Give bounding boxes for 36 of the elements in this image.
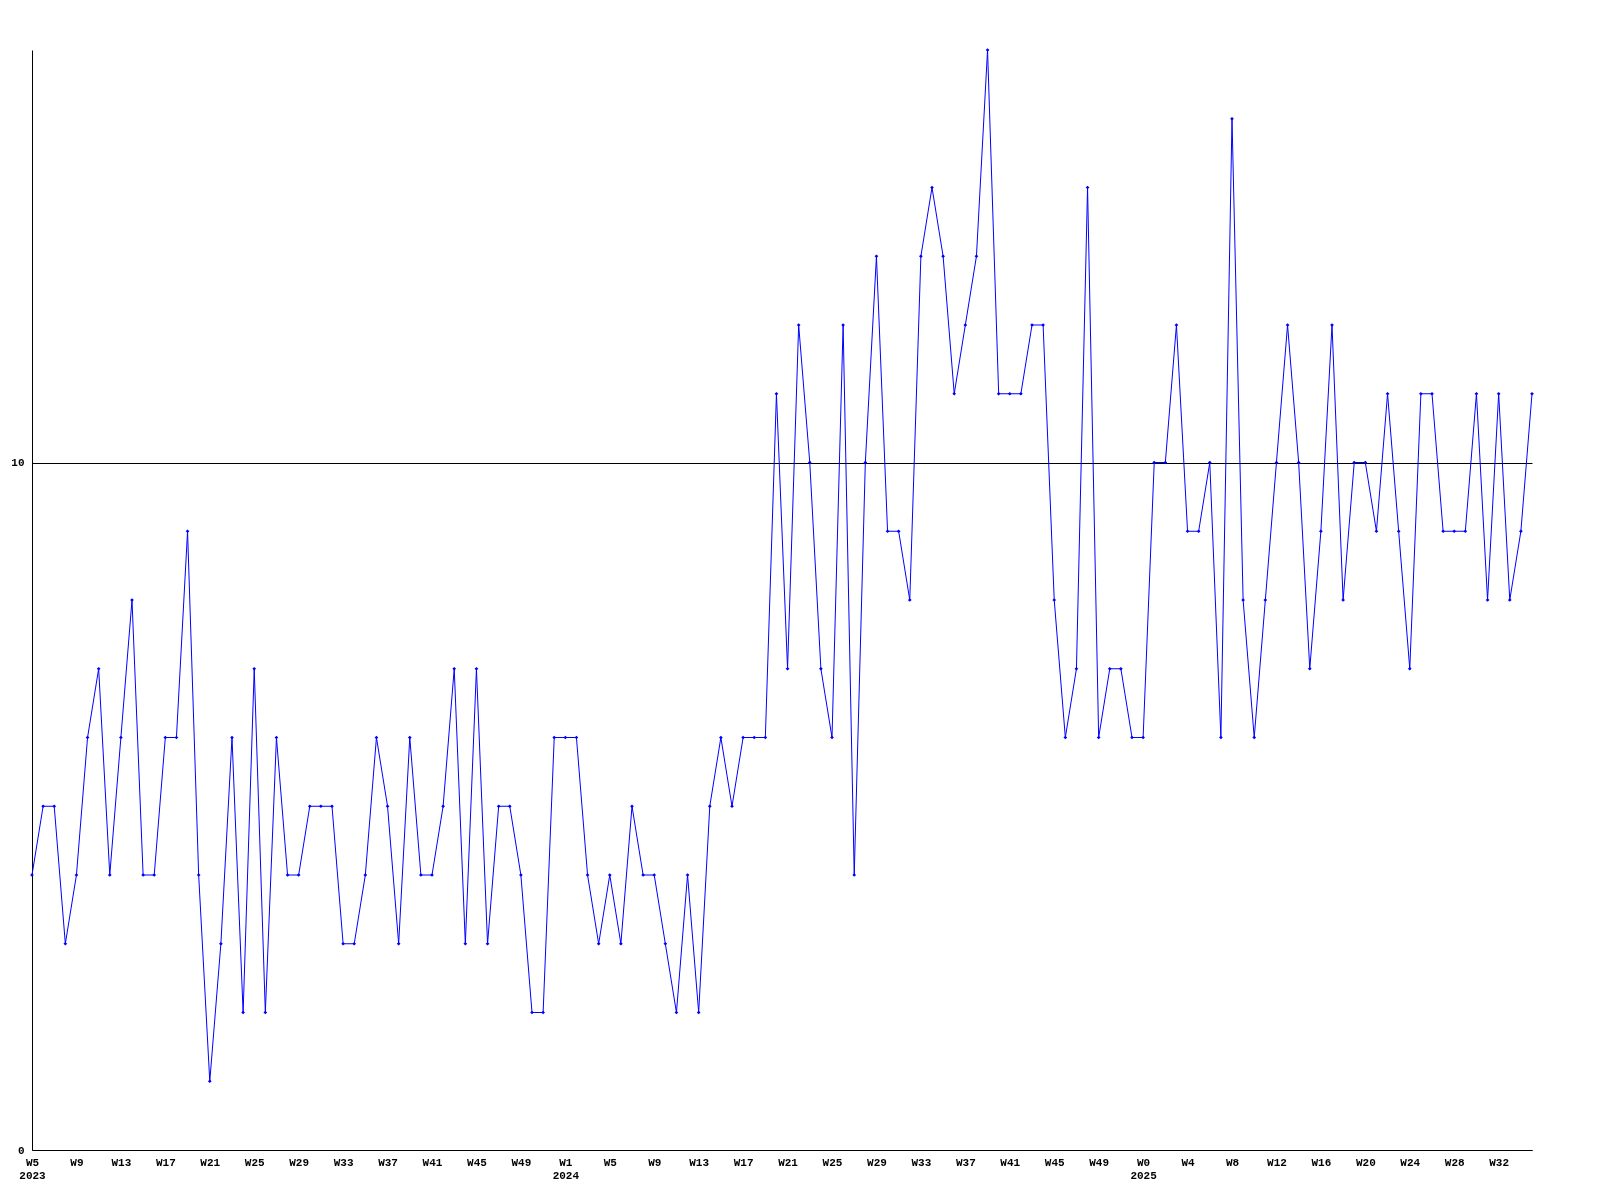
x-tick-label: W5 2023 (19, 1156, 47, 1182)
x-tick-label: W37 (378, 1156, 398, 1169)
x-tick-label: W9 (648, 1156, 662, 1169)
x-tick-label: W41 (422, 1156, 443, 1169)
x-tick-label: W13 (689, 1156, 710, 1169)
x-tick-label: W21 (778, 1156, 799, 1169)
x-tick-label: W13 (111, 1156, 132, 1169)
y-tick-label: 0 (17, 1144, 25, 1157)
x-tick-label: W17 (733, 1156, 754, 1169)
x-tick-label: W45 (467, 1156, 488, 1169)
x-tick-label: W49 (1089, 1156, 1110, 1169)
x-tick-label: W9 (70, 1156, 84, 1169)
x-tick-label: W24 (1400, 1156, 1421, 1169)
x-tick-label: W8 (1225, 1156, 1240, 1169)
x-tick-label: W28 (1444, 1156, 1466, 1169)
x-tick-label: W5 (603, 1156, 618, 1169)
x-tick-label: W33 (333, 1156, 354, 1169)
x-tick-label: W12 (1267, 1156, 1287, 1169)
x-tick-label: W37 (955, 1156, 976, 1169)
x-tick-label: W20 (1355, 1156, 1376, 1169)
x-tick-label: W1 2024 (552, 1156, 580, 1182)
x-tick-label: W32 (1489, 1156, 1510, 1169)
x-tick-label: W4 (1181, 1156, 1196, 1169)
x-tick-label: W16 (1311, 1156, 1332, 1169)
x-tick-label: W29 (867, 1156, 887, 1169)
x-tick-label: W45 (1044, 1156, 1066, 1169)
x-tick-label: W25 (244, 1156, 266, 1169)
x-tick-label: W41 (1000, 1156, 1021, 1169)
x-tick-label: W29 (289, 1156, 310, 1169)
x-tick-label: W0 2025 (1130, 1156, 1158, 1182)
x-tick-label: W49 (511, 1156, 532, 1169)
y-tick-label: 10 (11, 457, 25, 469)
x-tick-label: W33 (911, 1156, 932, 1169)
x-tick-label: W21 (200, 1156, 221, 1169)
x-tick-label: W25 (822, 1156, 843, 1169)
x-tick-label: W17 (155, 1156, 176, 1169)
